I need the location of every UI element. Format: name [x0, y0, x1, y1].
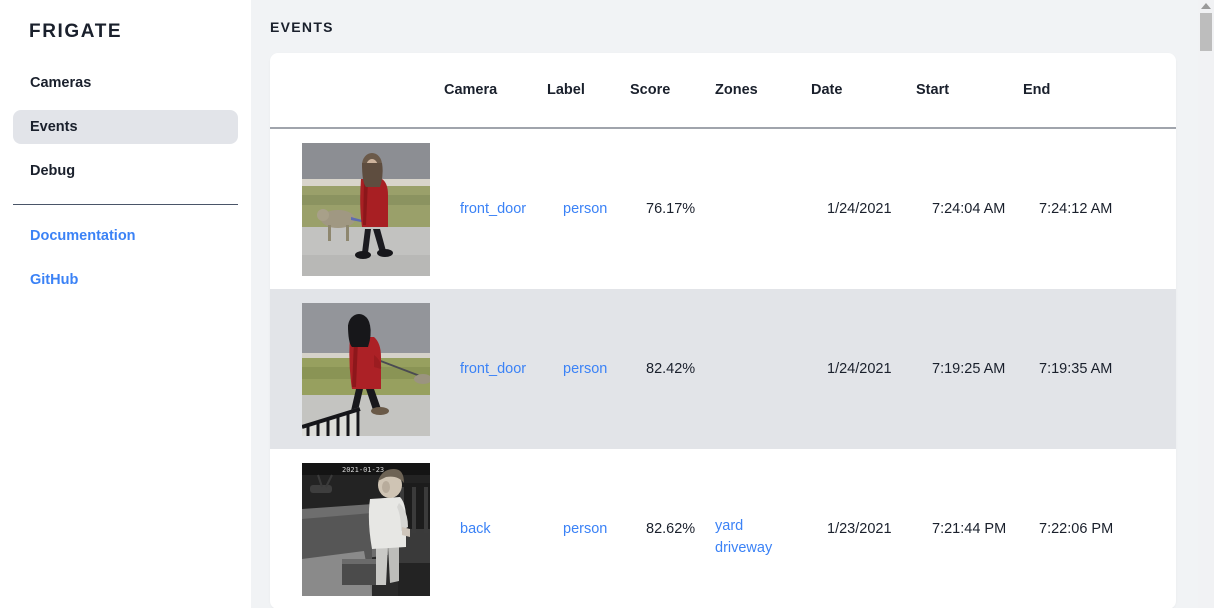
event-date-value: 1/24/2021 [827, 201, 892, 217]
events-card: Camera Label Score Zones Date Start End [270, 53, 1176, 608]
event-date-value: 1/23/2021 [827, 521, 892, 537]
event-score-cell: 82.62% [630, 449, 715, 608]
sidebar-link-github[interactable]: GitHub [30, 272, 79, 288]
event-zones-list [715, 201, 731, 217]
event-label-link[interactable]: person [563, 201, 608, 217]
sidebar-item-cameras[interactable]: Cameras [30, 75, 92, 91]
event-camera-link[interactable]: front_door [460, 361, 527, 377]
event-label-cell: person [547, 128, 630, 289]
column-header-thumbnail [270, 53, 444, 128]
event-label-cell: person [547, 449, 630, 608]
sidebar: FRIGATE Cameras Events Debug Documentati… [0, 0, 251, 608]
table-row[interactable]: front_door person 82.42% 1/24/2021 [270, 289, 1176, 449]
events-table-head: Camera Label Score Zones Date Start End [270, 53, 1176, 128]
event-label-link[interactable]: person [563, 361, 608, 377]
event-score-value: 82.62% [646, 521, 696, 537]
event-start-cell: 7:24:04 AM [916, 128, 1023, 289]
event-score-value: 76.17% [646, 201, 696, 217]
event-thumbnail-cell: 2021-01-23 [270, 449, 444, 608]
event-start-cell: 7:19:25 AM [916, 289, 1023, 449]
sidebar-link-documentation[interactable]: Documentation [30, 228, 136, 244]
event-end-value: 7:19:35 AM [1039, 361, 1113, 377]
table-row[interactable]: 2021-01-23 [270, 449, 1176, 608]
event-thumbnail-cell [270, 128, 444, 289]
event-zones-list: yard driveway [715, 499, 811, 559]
column-header-score[interactable]: Score [630, 82, 671, 98]
sidebar-nav: Cameras Events Debug [0, 66, 251, 188]
sidebar-item-events[interactable]: Events [13, 110, 238, 144]
events-table-body: front_door person 76.17% 1/24/2021 [270, 128, 1176, 608]
triangle-up-icon[interactable] [1201, 3, 1211, 9]
event-start-value: 7:19:25 AM [932, 361, 1006, 377]
event-zones-cell [715, 289, 811, 449]
thumbnail-wrapper [270, 302, 444, 436]
thumbnail-wrapper: 2021-01-23 [270, 462, 444, 596]
event-start-value: 7:21:44 PM [932, 521, 1007, 537]
sidebar-divider [13, 204, 238, 205]
svg-text:2021-01-23: 2021-01-23 [342, 466, 384, 474]
events-table: Camera Label Score Zones Date Start End [270, 53, 1176, 608]
sidebar-external-links: Documentation GitHub [0, 221, 251, 295]
event-label-cell: person [547, 289, 630, 449]
event-score-value: 82.42% [646, 361, 696, 377]
column-header-label[interactable]: Label [547, 82, 585, 98]
page-title: EVENTS [270, 19, 334, 35]
event-end-cell: 7:19:35 AM [1023, 289, 1176, 449]
event-date-value: 1/24/2021 [827, 361, 892, 377]
event-start-value: 7:24:04 AM [932, 201, 1006, 217]
event-camera-cell: front_door [444, 289, 547, 449]
event-zones-cell: yard driveway [715, 449, 811, 608]
brand-title: FRIGATE [29, 21, 123, 42]
main-content: EVENTS Camera Label Score Zones Date Sta… [251, 0, 1214, 608]
event-camera-cell: front_door [444, 128, 547, 289]
event-camera-link[interactable]: back [460, 521, 491, 537]
event-score-cell: 76.17% [630, 128, 715, 289]
event-zone-link-yard[interactable]: yard [715, 518, 744, 534]
page-scrollbar[interactable] [1198, 0, 1214, 608]
column-header-date[interactable]: Date [811, 82, 843, 98]
column-header-camera[interactable]: Camera [444, 82, 498, 98]
event-date-cell: 1/24/2021 [811, 128, 916, 289]
event-date-cell: 1/24/2021 [811, 289, 916, 449]
event-thumbnail-image-2[interactable]: 2021-01-23 [302, 462, 430, 596]
event-thumbnail-cell [270, 289, 444, 449]
event-zones-cell [715, 128, 811, 289]
event-camera-cell: back [444, 449, 547, 608]
sidebar-item-debug[interactable]: Debug [30, 163, 76, 179]
event-end-cell: 7:22:06 PM [1023, 449, 1176, 608]
events-table-header-row: Camera Label Score Zones Date Start End [270, 53, 1176, 128]
event-end-cell: 7:24:12 AM [1023, 128, 1176, 289]
event-zone-link-driveway[interactable]: driveway [715, 540, 773, 556]
column-header-start[interactable]: Start [916, 82, 950, 98]
table-row[interactable]: front_door person 76.17% 1/24/2021 [270, 128, 1176, 289]
event-start-cell: 7:21:44 PM [916, 449, 1023, 608]
thumbnail-wrapper [270, 142, 444, 276]
event-camera-link[interactable]: front_door [460, 201, 527, 217]
event-zones-list [715, 361, 731, 377]
event-label-link[interactable]: person [563, 521, 608, 537]
scrollbar-thumb[interactable] [1200, 13, 1212, 51]
event-score-cell: 82.42% [630, 289, 715, 449]
event-thumbnail-image-0[interactable] [302, 142, 430, 276]
column-header-zones[interactable]: Zones [715, 82, 758, 98]
event-thumbnail-image-1[interactable] [302, 302, 430, 436]
event-end-value: 7:22:06 PM [1039, 521, 1114, 537]
event-date-cell: 1/23/2021 [811, 449, 916, 608]
event-end-value: 7:24:12 AM [1039, 201, 1113, 217]
column-header-end[interactable]: End [1023, 82, 1051, 98]
